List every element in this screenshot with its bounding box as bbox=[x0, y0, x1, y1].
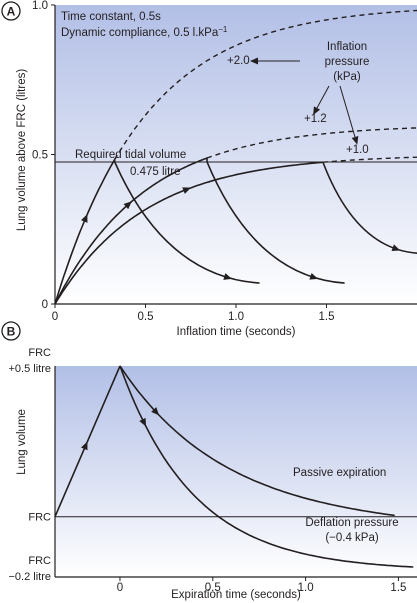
panel-a-note-2: Dynamic compliance, 0.5 l.kPa−1 bbox=[61, 25, 228, 39]
panel-b-deflation-label: Deflation pressure bbox=[305, 517, 398, 529]
panel-b-x-tick-label: 1.5 bbox=[390, 582, 406, 594]
panel-a-expiration-arrow bbox=[391, 244, 401, 251]
panel-a-series-label-1-0: +1.0 bbox=[346, 144, 369, 156]
panel-a-legend-pointer-head bbox=[351, 136, 359, 145]
panel-a-expiration-curve bbox=[113, 161, 260, 284]
panel-a-inflation-curve bbox=[54, 156, 208, 305]
panel-b-badge bbox=[1, 321, 21, 341]
panel-a-legend-pointer bbox=[339, 85, 356, 138]
panel-a-y-tick-label: 0.5 bbox=[32, 150, 48, 162]
panel-a-extrapolated-curve bbox=[322, 156, 417, 163]
panel-a-x-tick-label: 1.5 bbox=[319, 311, 335, 323]
panel-a-series-label-2-0: +2.0 bbox=[227, 55, 250, 67]
panel-a-legend-title-1: Inflation bbox=[327, 41, 367, 53]
panel-a-inflation-arrow bbox=[123, 201, 132, 210]
panel-a-x-tick-label: 0 bbox=[52, 311, 58, 323]
panel-a-y-axis-label: Lung volume above FRC (litres) bbox=[16, 69, 28, 232]
panel-a-legend-pointer-head bbox=[313, 106, 321, 116]
panel-b-deflation-curve bbox=[119, 365, 414, 568]
panel-b-x-tick-label: 1.0 bbox=[298, 582, 314, 594]
panel-a-legend-title-2: pressure bbox=[325, 56, 370, 68]
panel-a-series-label-1-2: +1.2 bbox=[304, 113, 327, 125]
panel-a-marks: 0 0.5 1.0 1.5 0 0.5 1.0 bbox=[32, 0, 417, 323]
panel-b-y-tick-label: FRC bbox=[28, 555, 51, 567]
panel-a-x-tick-label: 0.5 bbox=[138, 311, 154, 323]
panel-b-y-axis-label: Lung volume bbox=[16, 409, 28, 475]
panel-a-y-tick-label: 0 bbox=[42, 299, 48, 311]
panel-b-x-tick-label: 0.5 bbox=[205, 582, 221, 594]
panel-b-deflation-sublabel: (−0.4 kPa) bbox=[325, 532, 379, 544]
panel-b-passive-arrow bbox=[151, 407, 160, 416]
panel-a-inflation-arrow bbox=[81, 214, 88, 223]
panel-b-marks: 0 0.5 1.0 1.5 FRC +0.5 litre FRC FRC −0.2 litre bbox=[9, 347, 417, 594]
panel-a-legend-pointer-head bbox=[250, 57, 258, 65]
panel-a-badge-label: A bbox=[7, 5, 16, 19]
panel-b-y-tick-label: +0.5 litre bbox=[9, 363, 52, 375]
panel-b-badge-label: B bbox=[7, 325, 16, 339]
panel-b-y-tick-label: FRC bbox=[28, 512, 51, 524]
panel-a-note-1: Time constant, 0.5s bbox=[61, 11, 161, 23]
panel-b-y-tick-label: −0.2 litre bbox=[9, 571, 52, 583]
panel-b-passive-label: Passive expiration bbox=[293, 467, 386, 479]
panel-b-y-tick-label: FRC bbox=[28, 347, 51, 359]
panel-a-extrapolated-curve bbox=[114, 9, 417, 160]
panel-a-x-tick-label: 1.0 bbox=[228, 311, 244, 323]
panel-a-legend-title-3: (kPa) bbox=[333, 71, 361, 83]
panel-a-x-axis-label: Inflation time (seconds) bbox=[177, 326, 296, 338]
panel-a-inflation-arrow bbox=[182, 187, 192, 194]
panel-b-deflation-arrow bbox=[139, 417, 147, 427]
panel-a-y-tick-label: 1.0 bbox=[32, 0, 48, 12]
panel-a-background bbox=[55, 5, 417, 304]
panel-a: 0 0.5 1.0 1.500.51.0 A Time constant, 0.5s … bbox=[1, 0, 417, 338]
panel-a-expiration-arrow bbox=[223, 273, 232, 280]
panel-b-inflation-arrow bbox=[81, 441, 88, 451]
panel-a-legend-pointer bbox=[316, 85, 330, 109]
panel-a-expiration-arrow bbox=[309, 272, 319, 280]
panel-a-reference-value: 0.475 litre bbox=[130, 166, 181, 178]
panel-b-x-tick-label: 0 bbox=[117, 582, 123, 594]
panel-a-expiration-curve bbox=[322, 161, 417, 254]
panel-a-reference-label: Required tidal volume bbox=[75, 149, 186, 161]
panel-a-extrapolated-curve bbox=[206, 127, 417, 159]
panel-b-x-axis-label: Expiration time (seconds) bbox=[171, 589, 301, 601]
panel-a-expiration-curve bbox=[206, 161, 345, 284]
panel-b-inflation-line bbox=[54, 365, 121, 518]
panel-a-badge bbox=[1, 1, 21, 21]
panel-b-passive-curve bbox=[119, 365, 395, 517]
